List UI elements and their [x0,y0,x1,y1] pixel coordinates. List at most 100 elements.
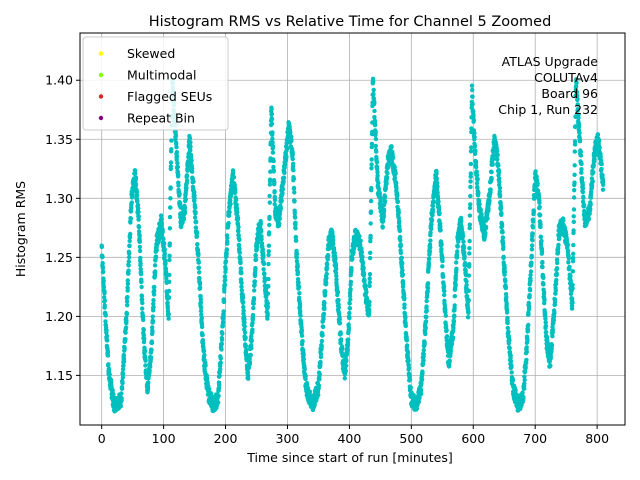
data-point [166,316,171,321]
data-point [368,209,374,214]
data-point [136,224,142,230]
data-point [267,182,273,187]
data-point [373,122,378,128]
data-point [430,203,436,209]
data-point [368,198,374,204]
data-point [475,185,480,191]
data-point [318,359,323,365]
data-point [125,281,131,286]
data-point [100,265,106,270]
data-point [431,199,437,204]
data-point [390,155,396,160]
data-point [580,189,586,195]
data-point [595,132,601,137]
data-point [393,171,398,176]
data-point [441,274,446,279]
data-point [421,348,426,353]
data-point [527,293,532,298]
data-point [148,364,153,369]
data-point [230,170,236,175]
data-point [236,229,241,234]
data-point [323,289,328,294]
data-point [293,238,299,243]
data-point [346,322,351,327]
data-point [502,266,507,271]
data-point [525,338,530,344]
data-point [227,210,232,215]
data-point [105,349,111,355]
data-point [217,373,222,378]
data-point [330,230,335,235]
data-point [565,242,570,248]
data-point [241,304,246,310]
data-point [442,288,447,294]
data-point [331,238,336,243]
data-point [367,280,372,285]
data-point [345,347,350,352]
data-point [159,221,164,226]
data-point [489,169,494,175]
data-point [399,255,404,260]
data-point [414,406,420,411]
data-point [197,270,202,275]
data-point [223,277,228,283]
data-point [261,267,266,272]
data-point [417,395,422,401]
data-point [127,238,132,244]
data-point [376,180,381,186]
data-point [539,249,545,254]
data-point [561,218,566,223]
data-point [554,266,560,271]
y-ticks: 1.15 1.20 1.25 1.30 1.35 1.40 [45,73,80,383]
data-point [185,168,190,173]
data-point [367,276,372,281]
data-point [395,199,400,204]
data-point [372,118,378,123]
data-point [445,342,450,347]
data-point [196,259,201,265]
y-tick-label: 1.15 [45,368,73,383]
data-point [427,256,432,262]
data-point [193,225,199,230]
data-point [588,206,593,212]
data-point [435,184,440,189]
data-point [357,234,362,239]
data-point [139,284,144,290]
data-point [542,298,547,303]
data-point [137,238,142,244]
data-point [238,266,244,271]
data-point [501,254,506,259]
x-axis-label: Time since start of run [minutes] [246,450,452,465]
data-point [358,242,363,247]
data-point [345,343,351,348]
data-point [234,202,239,207]
data-point [506,329,511,334]
data-point [423,319,429,324]
data-point [539,238,544,244]
data-point [264,294,269,300]
data-point [443,310,448,315]
data-point [428,245,433,250]
data-point [398,250,404,256]
data-point [265,291,271,296]
data-point [297,291,302,296]
data-point [218,366,223,372]
data-point [320,324,326,330]
data-point [253,257,259,262]
data-point [552,297,558,302]
data-point [347,315,352,321]
data-point [381,218,386,224]
data-point [121,356,127,361]
data-point [167,226,173,231]
data-point [466,310,471,315]
data-point [522,374,527,379]
data-point [184,185,189,191]
data-point [194,230,200,236]
data-point [168,160,174,165]
data-point [105,338,110,343]
data-point [152,284,157,290]
data-point [174,154,180,159]
data-point [338,337,344,342]
data-point [325,257,330,262]
legend-marker [98,72,104,78]
